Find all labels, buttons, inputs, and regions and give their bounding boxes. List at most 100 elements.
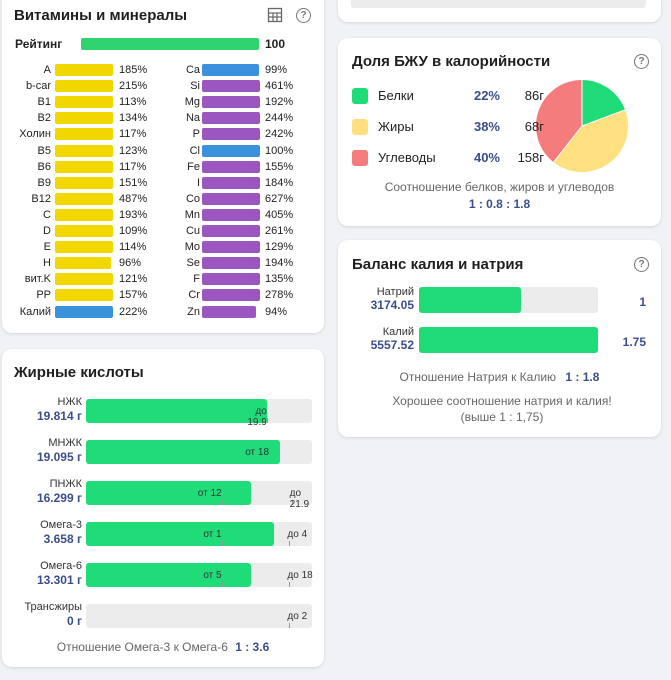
pie-slice-fats: [553, 109, 628, 172]
fatty-acid-row: Омега-3 3.658 г от 1 до 4: [16, 518, 316, 548]
range-tick: [221, 500, 223, 505]
bju-name: Белки: [378, 88, 414, 103]
bju-color-swatch: [352, 150, 368, 166]
pie-slice-carbs: [536, 80, 582, 163]
vitamin-percent: 114%: [119, 241, 147, 254]
vitamin-label: Cu: [185, 225, 200, 237]
fatty-acid-bar-fill: [86, 481, 251, 505]
vitamin-percent: 215%: [119, 80, 148, 93]
vitamin-bar: [202, 192, 263, 205]
vitamin-bar: [202, 225, 263, 237]
fatty-acid-bar: от 1 до 4: [86, 522, 312, 546]
vitamin-bar: [202, 208, 263, 221]
range-mark-label: до 2: [287, 611, 308, 622]
bju-caption: Соотношение белков, жиров и углеводов: [384, 180, 615, 194]
vitamin-bar-fill: [202, 64, 260, 76]
vitamin-bar-fill: [202, 112, 260, 125]
vitamin-percent: 134%: [119, 112, 148, 125]
fatty-acid-value: 16.299 г: [36, 491, 82, 505]
vitamin-bar-fill: [55, 241, 113, 254]
fatty-acid-name: Трансжиры: [24, 601, 82, 613]
vitamin-percent: 121%: [119, 273, 148, 286]
vitamin-percent: 123%: [119, 144, 148, 157]
vitamin-bar-fill: [202, 160, 260, 173]
bju-legend-row: Жиры 38% 68г: [352, 117, 544, 137]
vitamins-title: Витамины и минералы: [14, 7, 188, 24]
fatty-acid-row: Трансжиры 0 г до 2: [16, 600, 316, 630]
vitamin-bar: [202, 64, 263, 76]
help-icon[interactable]: ?: [634, 257, 649, 272]
fatty-acids-title: Жирные кислоты: [14, 364, 144, 381]
bju-legend-row: Углеводы 40% 158г: [352, 148, 544, 168]
vitamin-percent: 487%: [119, 192, 148, 205]
vitamin-row: вит.K 121%: [2, 272, 324, 286]
vitamin-row: H 96%: [2, 256, 324, 270]
vitamin-bar: [202, 305, 263, 318]
table-icon[interactable]: [267, 7, 283, 23]
vitamin-row: Fe 155%: [2, 160, 324, 174]
vitamin-row: Cu 261%: [2, 224, 324, 238]
vitamin-label: вит.K: [24, 273, 51, 286]
fatty-acid-value: 3.658 г: [43, 532, 82, 546]
range-tick: [221, 582, 223, 587]
vitamin-label: C: [43, 208, 51, 221]
range-mark-label: от 1: [203, 529, 222, 540]
vitamin-row: Zn 94%: [2, 305, 324, 319]
vitamin-label: Mg: [184, 96, 200, 109]
vitamin-bar: [55, 289, 116, 302]
bju-percent: 38%: [473, 119, 500, 134]
fatty-acid-value: 0 г: [66, 614, 82, 628]
vitamin-row: B1 113%: [2, 95, 324, 109]
vitamin-row: Co 627%: [2, 192, 324, 206]
vitamin-bar-fill: [202, 144, 260, 157]
bju-grams: 158г: [517, 150, 544, 165]
fatty-acid-bar-fill: [86, 563, 251, 587]
range-tick: [221, 541, 223, 546]
vitamin-row: A 185%: [2, 63, 324, 77]
fatty-acid-name: Омега-3: [40, 519, 82, 531]
vitamin-label: D: [43, 225, 51, 237]
vitamin-bar: [202, 128, 263, 141]
vitamin-row: D 109%: [2, 224, 324, 238]
range-mark-label: до 4: [287, 529, 308, 540]
omega-ratio: Отношение Омега-3 к Омега-6 1 : 3.6: [2, 640, 324, 654]
range-tick: [269, 459, 271, 464]
vitamin-label: Ca: [185, 64, 200, 76]
vitamin-percent: 192%: [265, 96, 294, 109]
balance-bar: [419, 327, 598, 353]
range-mark-label: до 21.9: [289, 488, 310, 510]
balance-name: Натрий: [376, 286, 414, 298]
fatty-acid-bar-fill: [86, 522, 274, 546]
bju-color-swatch: [352, 119, 368, 135]
vitamin-bar: [55, 241, 116, 254]
vitamin-percent: 194%: [265, 257, 294, 270]
vitamin-label: Cl: [189, 144, 200, 157]
vitamin-bar: [202, 160, 263, 173]
vitamin-label: B5: [37, 144, 51, 157]
vitamin-row: B12 487%: [2, 192, 324, 206]
vitamin-row: Cr 278%: [2, 288, 324, 302]
fatty-acid-bar-fill: [86, 440, 281, 464]
vitamin-percent: 109%: [119, 225, 148, 237]
range-mark-label: до 18: [287, 570, 313, 581]
vitamin-bar-fill: [55, 208, 113, 221]
fatty-acid-bar: от 5 до 18: [86, 563, 313, 587]
vitamin-row: b-car 215%: [2, 79, 324, 93]
help-icon[interactable]: ?: [634, 54, 649, 69]
vitamin-percent: 222%: [119, 305, 148, 318]
help-icon[interactable]: ?: [296, 8, 311, 23]
balance-ratio: Отношение Натрия к Калию 1 : 1.8: [338, 370, 661, 384]
bju-legend-row: Белки 22% 86г: [352, 86, 544, 106]
rating-label: Рейтинг: [15, 37, 63, 51]
vitamin-row: P 242%: [2, 127, 324, 141]
vitamin-row: PP 157%: [2, 288, 324, 302]
pie-slice-proteins: [582, 80, 626, 126]
vitamin-label: B1: [37, 96, 51, 109]
vitamin-bar: [55, 128, 116, 141]
vitamin-label: B12: [31, 192, 51, 205]
vitamin-percent: 261%: [265, 225, 294, 237]
vitamin-label: E: [43, 241, 51, 254]
fatty-acid-row: Омега-6 13.301 г от 5 до 18: [16, 559, 316, 589]
vitamin-label: Mn: [184, 208, 200, 221]
fatty-acids-card: Жирные кислоты НЖК 19.814 г до 19.9 МНЖК 19.…: [2, 349, 324, 667]
